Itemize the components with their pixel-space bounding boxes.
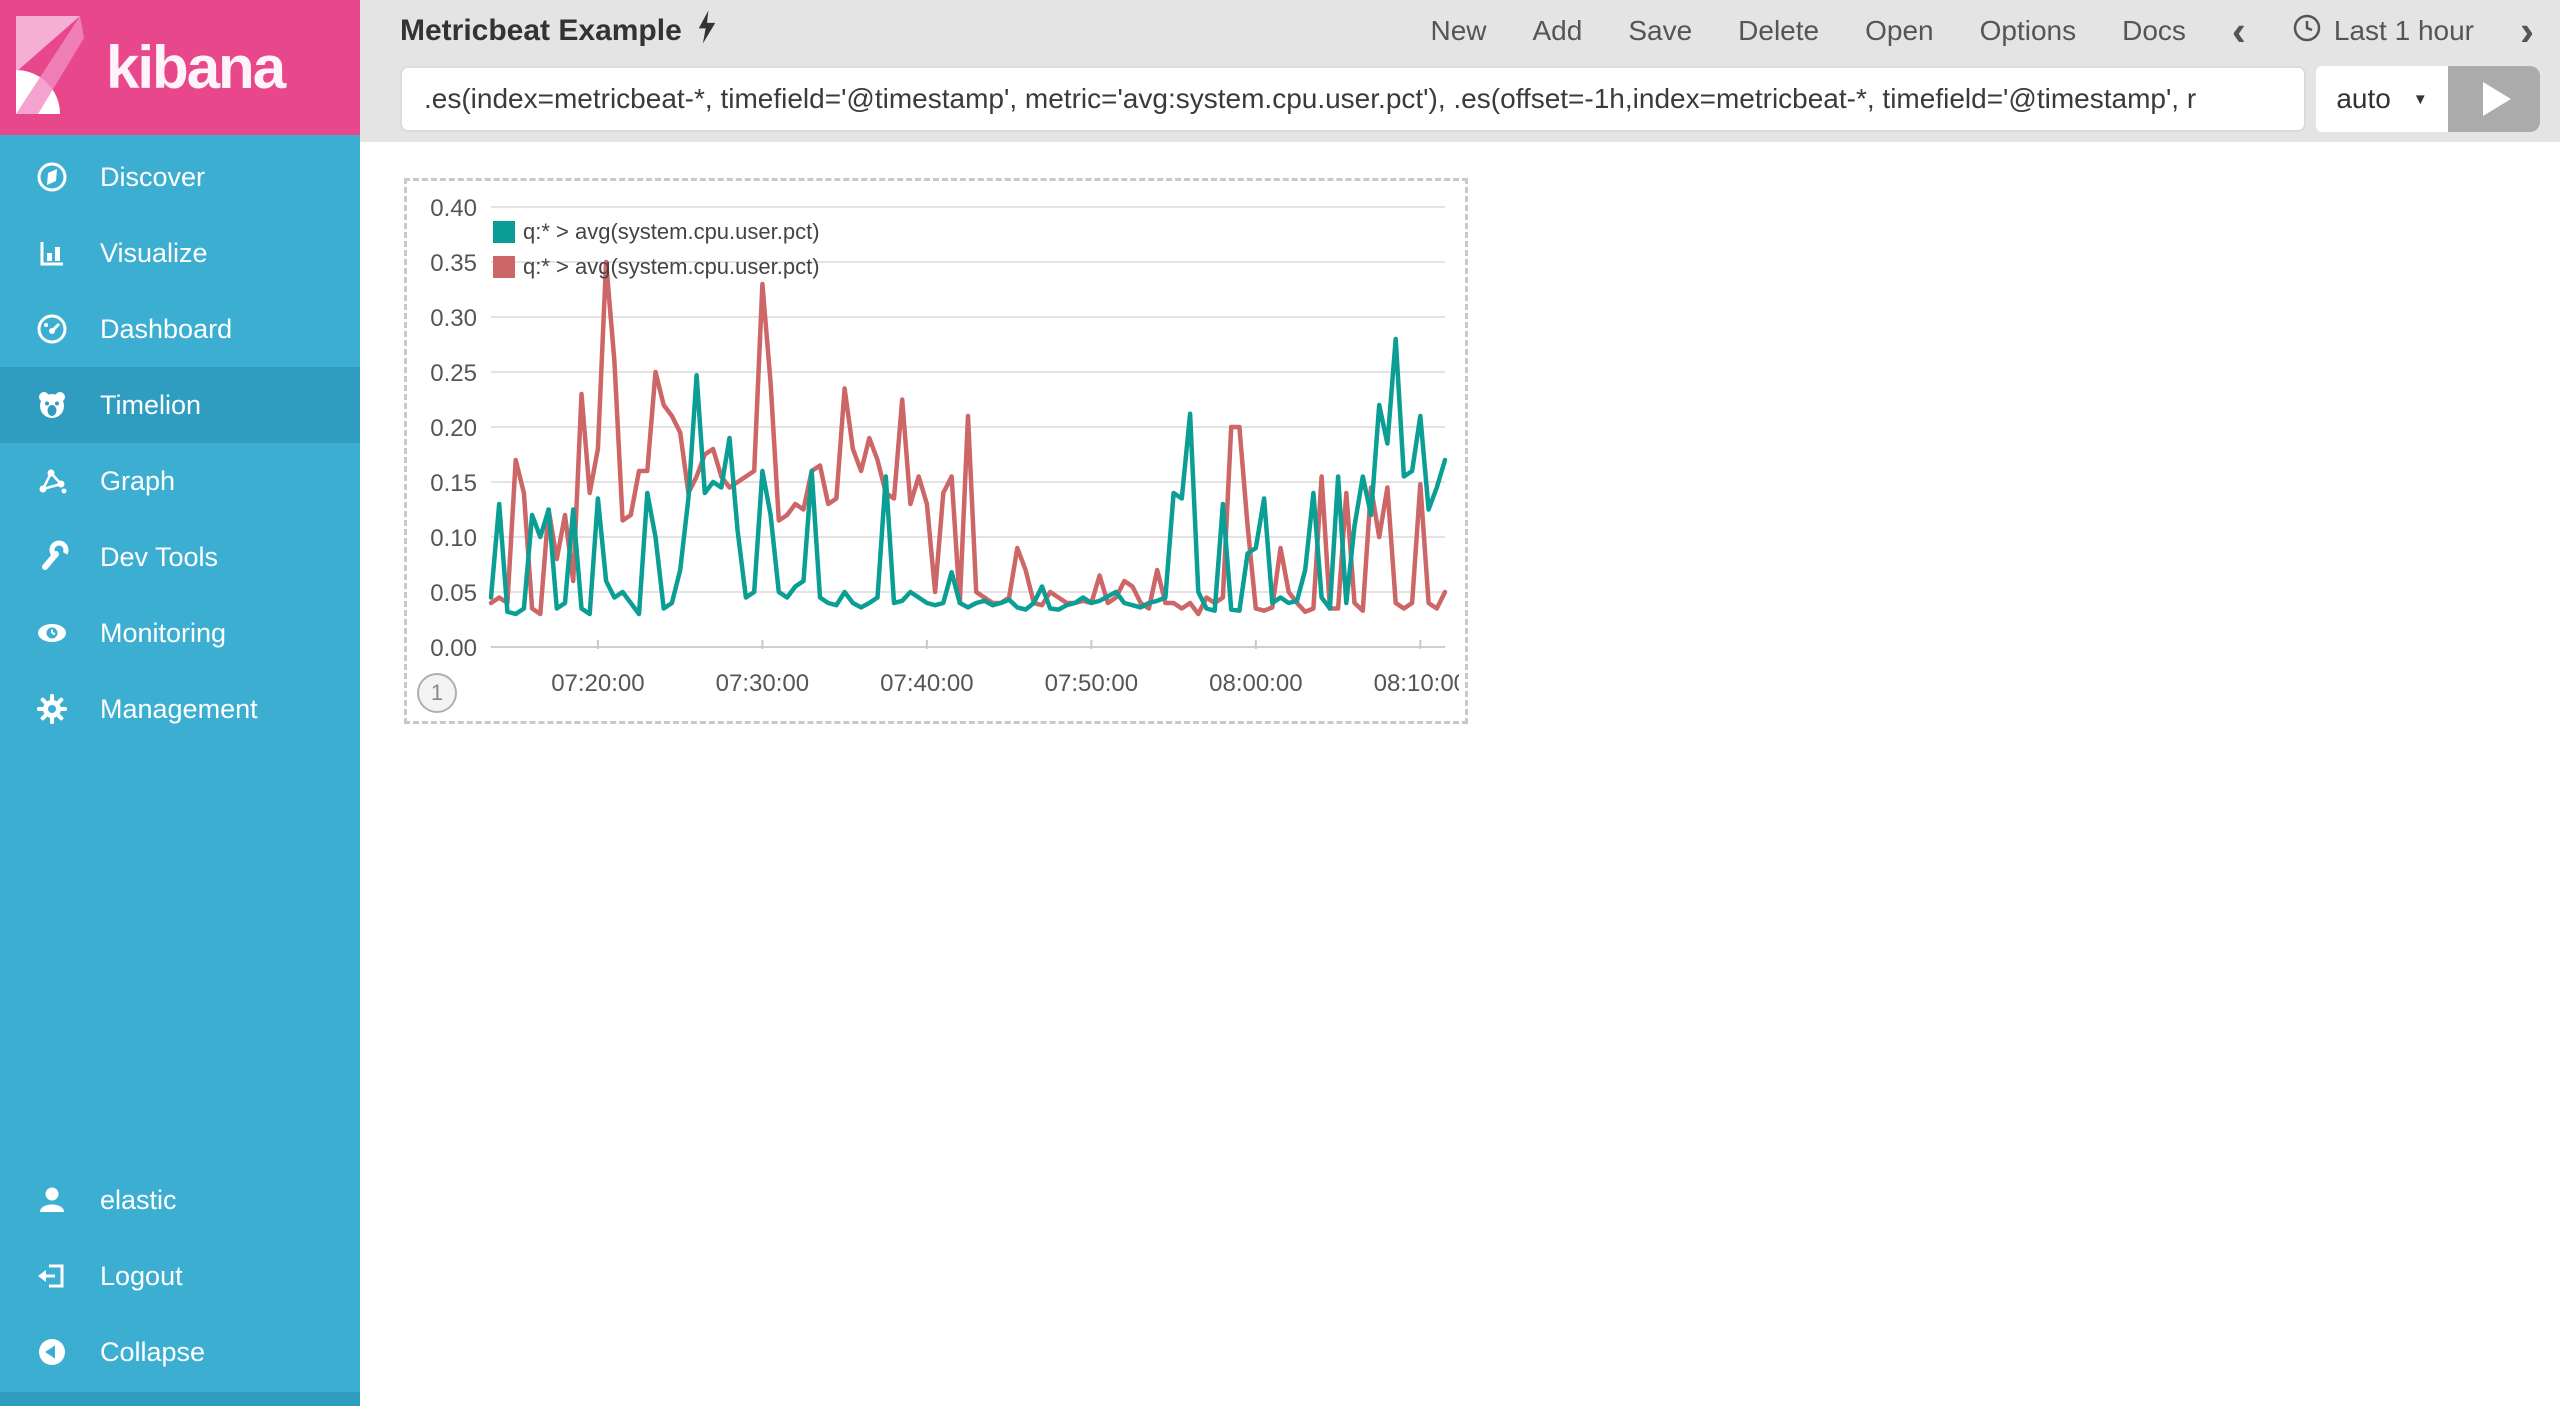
sidebar-item-user-elastic[interactable]: elastic — [0, 1162, 360, 1238]
time-back-icon[interactable]: ‹ — [2231, 7, 2246, 54]
eye-icon — [34, 615, 70, 651]
svg-text:0.00: 0.00 — [430, 635, 477, 662]
svg-text:08:00:00: 08:00:00 — [1209, 670, 1302, 697]
svg-text:07:50:00: 07:50:00 — [1045, 670, 1138, 697]
time-picker-label: Last 1 hour — [2333, 15, 2474, 46]
legend-swatch-red — [493, 256, 515, 278]
svg-text:0.15: 0.15 — [430, 470, 477, 497]
interval-select[interactable]: auto ▼ — [2316, 66, 2448, 132]
timelion-bear-icon — [34, 387, 70, 423]
svg-text:07:20:00: 07:20:00 — [551, 670, 644, 697]
legend-swatch-teal — [493, 221, 515, 243]
menu-item-add[interactable]: Add — [1532, 15, 1583, 46]
sidebar-item-label: Logout — [100, 1260, 183, 1291]
svg-text:0.25: 0.25 — [430, 360, 477, 387]
run-query-button[interactable] — [2448, 66, 2540, 132]
gauge-icon — [34, 311, 70, 347]
timelion-expression-input[interactable] — [400, 66, 2306, 132]
svg-text:0.05: 0.05 — [430, 580, 477, 607]
svg-text:0.40: 0.40 — [430, 195, 477, 222]
collapse-circle-left-icon — [34, 1334, 70, 1370]
sidebar-item-visualize[interactable]: Visualize — [0, 215, 360, 291]
sidebar-item-label: Management — [100, 693, 258, 724]
sidebar-item-label: Visualize — [100, 237, 208, 268]
sidebar-item-dev-tools[interactable]: Dev Tools — [0, 519, 360, 595]
legend-label: q:* > avg(system.cpu.user.pct) — [523, 254, 820, 279]
sidebar-item-label: Dashboard — [100, 313, 233, 344]
sidebar-nav: Discover Visualize Dashboar — [0, 135, 360, 747]
sidebar-item-collapse[interactable]: Collapse — [0, 1314, 360, 1390]
panel-index-badge: 1 — [417, 673, 457, 713]
sidebar-item-discover[interactable]: Discover — [0, 139, 360, 215]
svg-text:07:30:00: 07:30:00 — [716, 670, 809, 697]
timelion-chart-panel[interactable]: 0.00 0.05 0.10 0.15 0.20 0.25 0.30 0.35 0.40 07:2… — [404, 178, 1468, 724]
gear-icon — [34, 691, 70, 727]
time-picker[interactable]: Last 1 hour — [2292, 13, 2474, 50]
graph-network-icon — [34, 463, 70, 499]
compass-icon — [34, 159, 70, 195]
legend-label: q:* > avg(system.cpu.user.pct) — [523, 219, 820, 244]
chevron-down-icon: ▼ — [2412, 90, 2428, 108]
menu-item-delete[interactable]: Delete — [1738, 15, 1820, 46]
top-menu: New Add Save Delete Open Options Docs ‹ … — [1430, 10, 2534, 52]
menu-item-new[interactable]: New — [1430, 15, 1487, 46]
sidebar-item-timelion[interactable]: Timelion — [0, 367, 360, 443]
clock-icon — [2292, 13, 2322, 50]
sheet-title-text: Metricbeat Example — [400, 14, 682, 47]
sidebar-item-label: Collapse — [100, 1336, 206, 1367]
sidebar-footer: elastic Logout Collapse — [0, 1162, 360, 1390]
svg-text:08:10:00: 08:10:00 — [1374, 670, 1459, 697]
sidebar-item-management[interactable]: Management — [0, 671, 360, 747]
top-bar: Metricbeat Example New Add Save Delete O… — [360, 0, 2560, 142]
menu-item-save[interactable]: Save — [1628, 15, 1693, 46]
legend-item-series2: q:* > avg(system.cpu.user.pct) — [493, 254, 820, 280]
sidebar-item-logout[interactable]: Logout — [0, 1238, 360, 1314]
sidebar: kibana Discover Visualize — [0, 0, 360, 1406]
legend-item-series1: q:* > avg(system.cpu.user.pct) — [493, 219, 820, 245]
sidebar-item-monitoring[interactable]: Monitoring — [0, 595, 360, 671]
svg-text:0.35: 0.35 — [430, 250, 477, 277]
sidebar-item-label: Dev Tools — [100, 541, 219, 572]
menu-item-docs[interactable]: Docs — [2122, 15, 2186, 46]
sidebar-item-label: Timelion — [100, 389, 202, 420]
play-icon — [2483, 82, 2511, 116]
svg-text:0.20: 0.20 — [430, 415, 477, 442]
sidebar-item-label: Monitoring — [100, 617, 227, 648]
bar-chart-icon — [34, 235, 70, 271]
page-title: Metricbeat Example — [400, 10, 718, 52]
sidebar-item-label: Discover — [100, 161, 206, 192]
sidebar-item-label: elastic — [100, 1184, 177, 1215]
svg-text:0.10: 0.10 — [430, 525, 477, 552]
timelion-chart: 0.00 0.05 0.10 0.15 0.20 0.25 0.30 0.35 0.40 07:2… — [430, 195, 1459, 697]
chart-legend: q:* > avg(system.cpu.user.pct) q:* > avg… — [493, 219, 820, 280]
kibana-logo[interactable]: kibana — [0, 0, 360, 135]
menu-item-open[interactable]: Open — [1865, 15, 1934, 46]
logout-icon — [34, 1258, 70, 1294]
svg-text:0.30: 0.30 — [430, 305, 477, 332]
main-content: 0.00 0.05 0.10 0.15 0.20 0.25 0.30 0.35 0.40 07:2… — [360, 142, 2560, 1406]
sidebar-bottom-strip — [0, 1392, 360, 1406]
wrench-icon — [34, 539, 70, 575]
lightning-icon — [696, 10, 718, 52]
sidebar-item-label: Graph — [100, 465, 176, 496]
sidebar-item-graph[interactable]: Graph — [0, 443, 360, 519]
sidebar-item-dashboard[interactable]: Dashboard — [0, 291, 360, 367]
brand-wordmark: kibana — [106, 34, 286, 101]
kibana-logo-icon — [14, 14, 84, 121]
menu-item-options[interactable]: Options — [1979, 15, 2077, 46]
interval-value: auto — [2336, 83, 2391, 114]
user-icon — [34, 1182, 70, 1218]
svg-text:07:40:00: 07:40:00 — [880, 670, 973, 697]
time-forward-icon[interactable]: › — [2520, 7, 2534, 54]
